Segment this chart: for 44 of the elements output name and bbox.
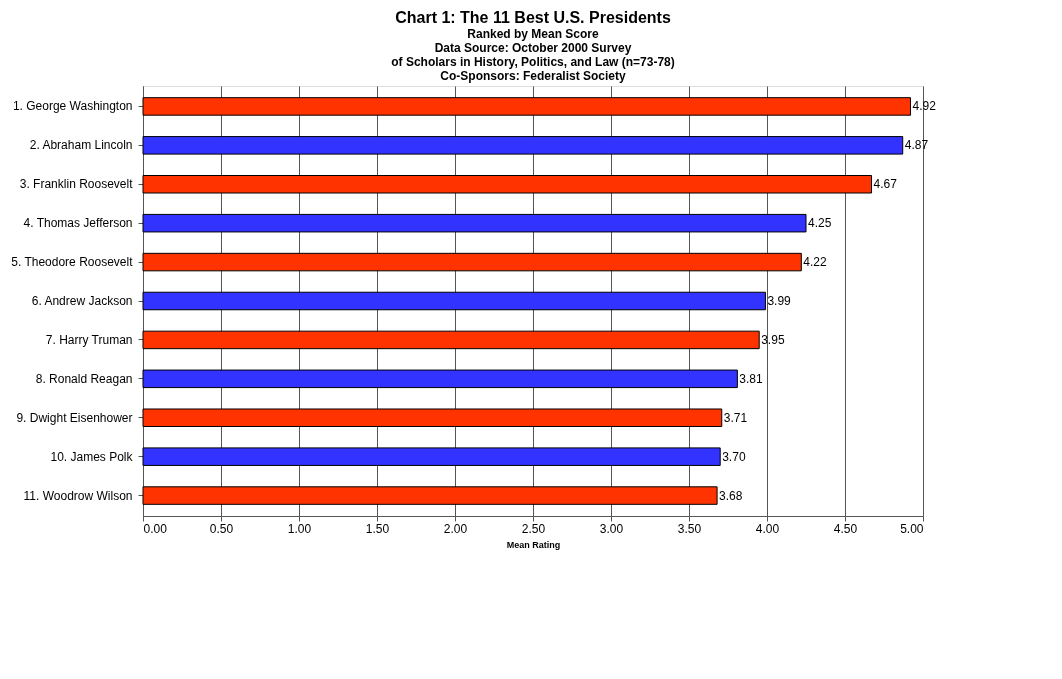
x-tick-label: 0.50: [209, 521, 234, 536]
x-tick-label: 4.50: [833, 521, 858, 536]
x-tick-label: 3.00: [599, 521, 624, 536]
x-tick-label: 3.50: [677, 521, 702, 536]
x-axis-title: Mean Rating: [506, 539, 561, 550]
y-tick-label: 1. George Washington: [12, 99, 133, 114]
x-tick-label: 5.00: [900, 521, 924, 536]
bar: [142, 486, 718, 505]
data-label: 3.68: [719, 488, 743, 503]
bar: [142, 291, 766, 311]
data-label: 3.71: [723, 410, 748, 425]
bar: [142, 330, 760, 350]
data-label: 4.25: [808, 216, 832, 231]
x-tick-label: 0.00: [143, 521, 168, 536]
bar: [142, 252, 802, 272]
data-label: 3.99: [767, 294, 792, 308]
y-tick-label: 7. Harry Truman: [45, 332, 133, 347]
data-label: 4.67: [873, 177, 898, 192]
bar: [142, 213, 807, 233]
y-tick-label: 9. Dwight Eisenhower: [16, 410, 133, 425]
data-label: 4.22: [803, 255, 827, 270]
y-tick-label: 6. Andrew Jackson: [31, 294, 133, 308]
y-tick-label: 4. Thomas Jefferson: [23, 216, 133, 231]
bar: [142, 447, 721, 466]
y-tick-label: 10. James Polk: [50, 449, 134, 464]
data-label: 3.81: [739, 371, 764, 386]
x-tick-label: 2.00: [443, 521, 468, 536]
y-tick-label: 8. Ronald Reagan: [35, 371, 133, 386]
chart-subtitle: Ranked by Mean Score Data Source: October 2000 Survey of Scholars in History, Politics, and Law (n=73-78) Co-Sponsors: Federalist Society: [391, 27, 675, 83]
bar: [142, 175, 873, 194]
bar: [142, 97, 912, 116]
bar: [142, 136, 904, 155]
y-tick-label: 11. Woodrow Wilson: [23, 488, 133, 503]
x-tick-label: 4.00: [755, 521, 780, 536]
chart-title: Chart 1: The 11 Best U.S. Presidents: [395, 9, 671, 26]
y-tick-label: 5. Theodore Roosevelt: [11, 255, 134, 270]
bar: [142, 369, 738, 389]
x-tick-label: 1.00: [287, 521, 312, 536]
bar: [142, 408, 723, 427]
y-tick-label: 2. Abraham Lincoln: [29, 138, 133, 153]
x-tick-label: 2.50: [521, 521, 546, 536]
x-tick-label: 1.50: [365, 521, 390, 536]
y-tick-label: 3. Franklin Roosevelt: [19, 177, 134, 192]
data-label: 3.70: [722, 449, 746, 464]
